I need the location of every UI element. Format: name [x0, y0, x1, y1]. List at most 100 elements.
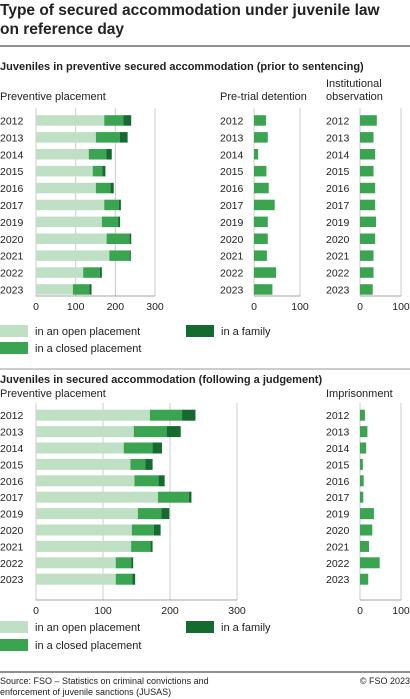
bar-closed-2014	[88, 149, 107, 160]
y-tick-label: 2014	[220, 149, 244, 161]
x-tick-label: 100	[94, 605, 112, 617]
bar-open-2021	[36, 540, 132, 552]
y-tick-label: 2019	[0, 509, 24, 521]
bar-closed-2019	[360, 508, 374, 520]
legend-label-closed: in a closed placement	[35, 343, 141, 355]
panel-2-1: Preventive placement 0 100 200 300 2012 2013 20…	[0, 388, 246, 617]
bar-family-2022	[99, 267, 102, 278]
bar-closed-2020	[131, 524, 154, 536]
bar-closed-2015	[92, 165, 103, 177]
bar-closed-2023	[360, 284, 373, 295]
y-tick-label: 2021	[326, 251, 350, 263]
bar-open-2012	[36, 409, 150, 421]
y-tick-label: 2017	[326, 492, 350, 504]
bar-closed-2023	[115, 573, 133, 585]
bar-open-2017	[36, 491, 158, 503]
bar-closed-2022	[115, 557, 132, 569]
bar-family-2012	[123, 115, 132, 126]
bar-family-2016	[158, 475, 165, 487]
bar-family-2019	[161, 508, 170, 520]
bar-closed-2013	[254, 132, 268, 143]
bar-family-2023	[132, 573, 136, 585]
bar-open-2015	[36, 458, 131, 470]
x-tick-label: 300	[228, 605, 246, 617]
legend-label-open: in an open placement	[35, 622, 140, 634]
bar-closed-2019	[137, 508, 162, 520]
bar-open-2019	[36, 216, 102, 228]
bar-closed-2020	[254, 233, 268, 244]
bar-closed-2016	[254, 182, 269, 194]
y-tick-label: 2014	[326, 443, 350, 455]
y-tick-label: 2014	[0, 149, 24, 161]
bar-closed-2020	[360, 524, 373, 536]
x-tick-label: 300	[146, 301, 164, 313]
y-tick-label: 2013	[326, 427, 350, 439]
y-tick-label: 2015	[0, 166, 24, 178]
panel-1-1: Preventive placement 0 100 200 300 2012 2013 20…	[0, 91, 164, 313]
y-tick-label: 2021	[326, 541, 350, 553]
legend-swatch-closed	[0, 639, 28, 651]
bar-closed-2020	[360, 233, 376, 244]
bar-closed-2012	[360, 409, 365, 421]
bar-open-2014	[36, 442, 124, 454]
y-tick-label: 2022	[326, 268, 350, 280]
bar-closed-2015	[254, 165, 267, 177]
bar-family-2022	[131, 557, 134, 569]
x-tick-label: 0	[251, 301, 257, 313]
bar-open-2020	[36, 233, 107, 244]
bar-open-2016	[36, 475, 135, 487]
x-tick-label: 100	[291, 301, 309, 313]
y-tick-label: 2016	[326, 183, 350, 195]
panel-title: Imprisonment	[326, 388, 393, 400]
bar-open-2023	[36, 284, 73, 295]
bar-closed-2017	[104, 199, 119, 211]
legend-label-closed: in a closed placement	[35, 640, 141, 652]
y-tick-label: 2013	[326, 132, 350, 144]
y-tick-label: 2012	[326, 115, 350, 127]
y-tick-label: 2023	[0, 284, 24, 296]
y-tick-label: 2017	[326, 200, 350, 212]
y-tick-label: 2022	[0, 268, 24, 280]
y-tick-label: 2021	[220, 251, 244, 263]
bar-closed-2017	[254, 199, 275, 211]
bar-closed-2019	[254, 216, 268, 228]
y-tick-label: 2019	[0, 217, 24, 229]
bar-family-2023	[89, 284, 92, 295]
bar-family-2013	[119, 132, 128, 143]
bar-family-2012	[182, 409, 196, 421]
chart-title-line-1: Type of secured accommodation under juve…	[0, 2, 380, 19]
x-tick-label: 0	[357, 605, 363, 617]
panel-title: observation	[326, 91, 383, 103]
y-tick-label: 2015	[326, 166, 350, 178]
bar-closed-2017	[360, 199, 376, 211]
y-tick-label: 2023	[326, 284, 350, 296]
section-2-panels: Preventive placement 0 100 200 300 2012 2013 20…	[0, 388, 410, 617]
y-tick-label: 2016	[0, 476, 24, 488]
y-tick-label: 2016	[0, 183, 24, 195]
bar-closed-2022	[360, 557, 380, 569]
bar-family-2013	[166, 426, 181, 438]
y-tick-label: 2015	[326, 459, 350, 471]
panel-title: Preventive placement	[0, 91, 106, 103]
bar-family-2020	[153, 524, 161, 536]
x-tick-label: 0	[33, 301, 39, 313]
y-tick-label: 2023	[0, 574, 24, 586]
section-2-title: Juveniles in secured accommodation (foll…	[0, 374, 322, 386]
bar-open-2022	[36, 557, 116, 569]
bar-open-2023	[36, 573, 116, 585]
bar-family-2021	[150, 540, 153, 552]
bar-closed-2014	[360, 149, 376, 160]
legend-swatch-open	[0, 621, 28, 633]
x-tick-label: 200	[107, 301, 125, 313]
bar-closed-2014	[254, 149, 259, 160]
bar-closed-2016	[360, 475, 364, 487]
bar-family-2015	[102, 165, 106, 177]
x-tick-label: 0	[357, 301, 363, 313]
legend-swatch-family	[186, 621, 214, 633]
y-tick-label: 2014	[0, 443, 24, 455]
bar-closed-2019	[101, 216, 119, 228]
bar-closed-2021	[360, 250, 374, 261]
bar-open-2013	[36, 426, 134, 438]
bar-closed-2022	[254, 267, 277, 278]
bar-closed-2014	[123, 442, 153, 454]
